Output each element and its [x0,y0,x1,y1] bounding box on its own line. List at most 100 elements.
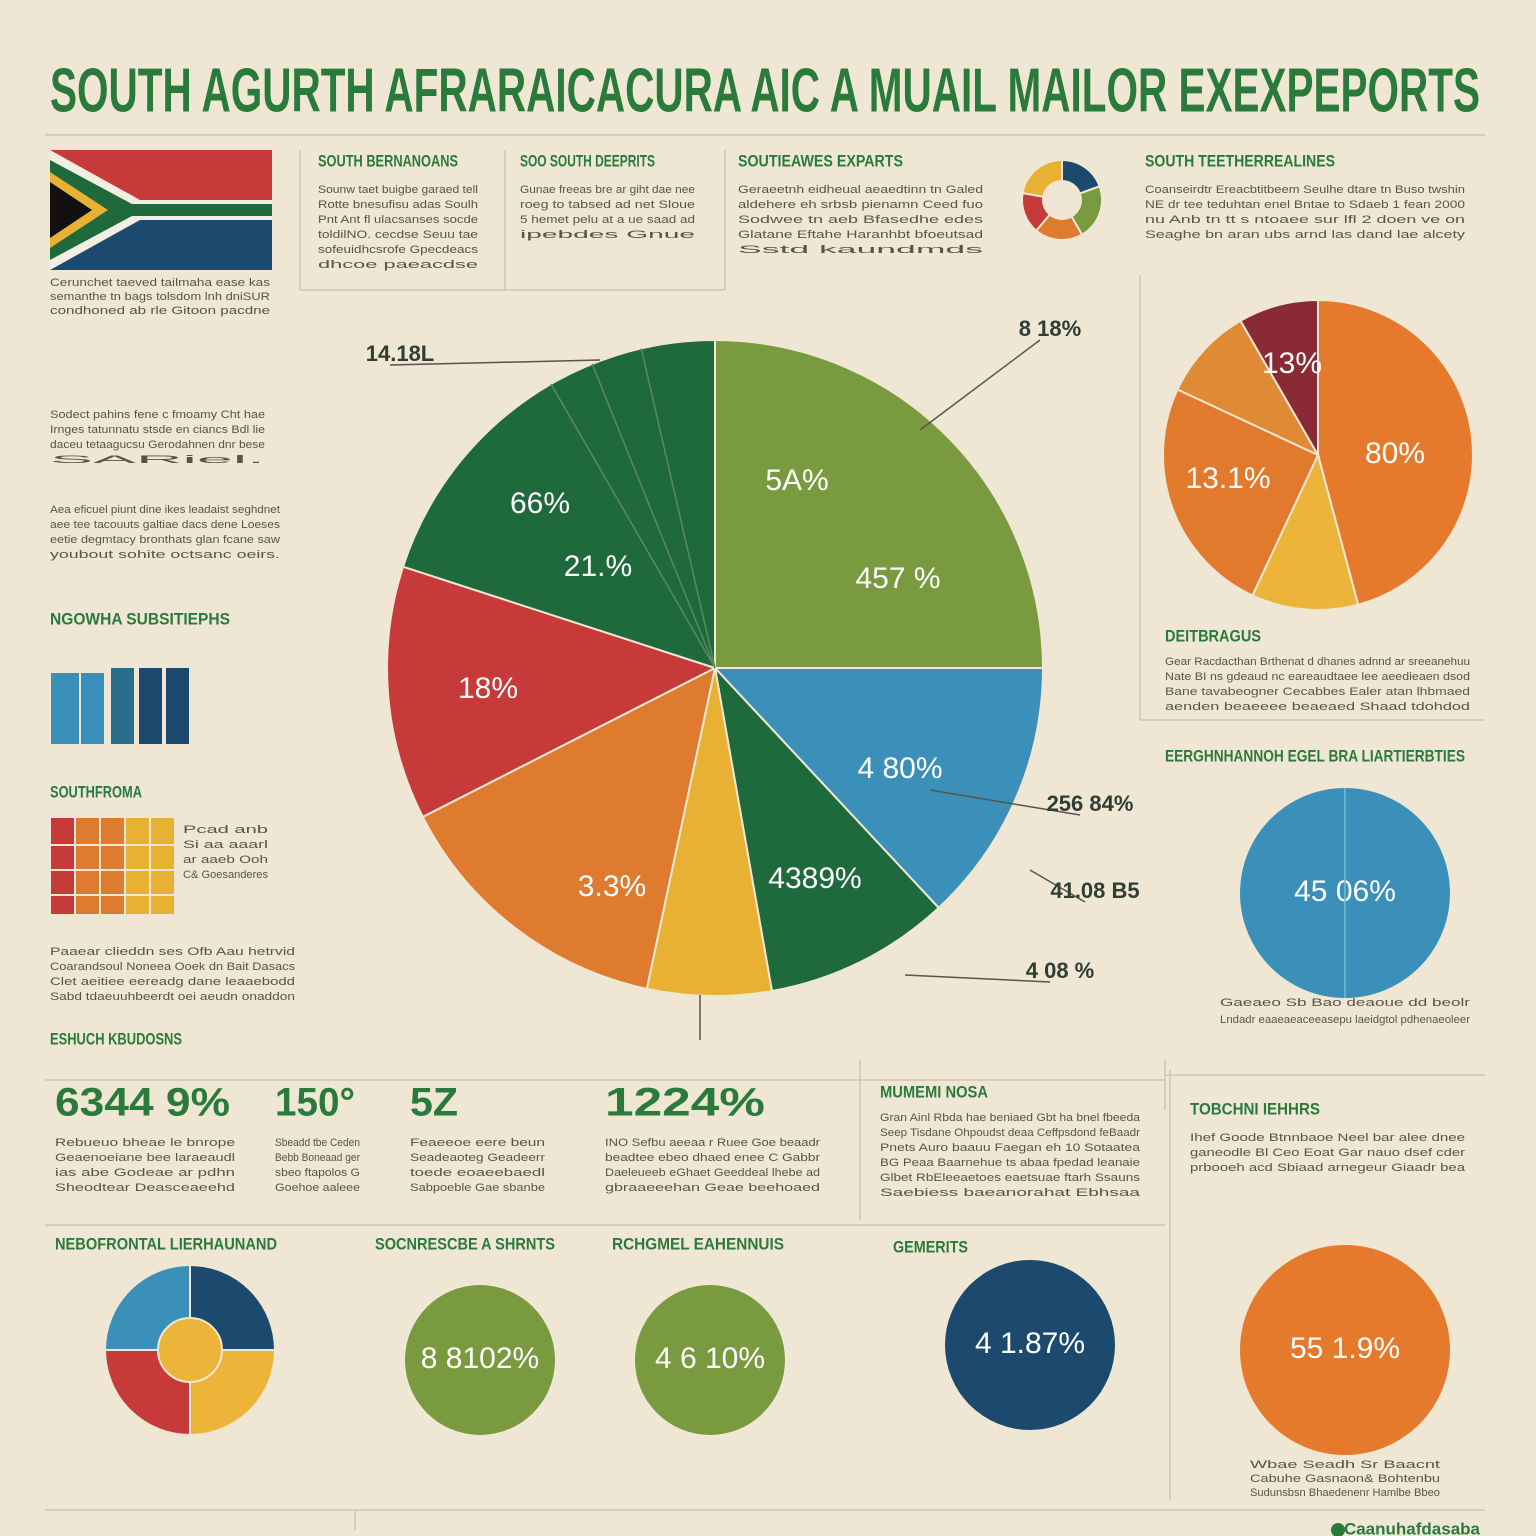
pie-slice [421,666,717,991]
body-text: youbout sohite octsanc oeirs. [50,549,280,561]
stat-value: 1224% [605,1081,765,1125]
section-heading: SOCNRESCBE A SHRNTS [375,1234,555,1253]
stat-text: Geaenoeiane bee laraeaudl [55,1152,235,1164]
pie-slice [1251,452,1360,611]
body-text: Seep Tisdane Ohpoudst deaa Ceffpsdond fe… [880,1127,1140,1139]
body-text: Nate BI ns gdeaud nc eareaudtaee lee aee… [1165,671,1470,683]
body-text: dhcoe paeacdse [318,259,478,271]
pie-slice [401,338,716,670]
rule [591,363,716,669]
pie-label: 4389% [768,862,861,895]
stat-text: gbraaeeehan Geae beehoaed [605,1182,820,1194]
body-text: ganeodle Bl Ceo Eoat Gar nauo dsef cder [1190,1147,1465,1159]
section-heading: SOUTH TEETHERREALINES [1145,151,1335,170]
body-text: roeg to tabsed ad net Sloue [520,199,695,211]
body-text: Coarandsoul Noneea Ooek dn Bait Dasacs [50,961,296,973]
body-text: prbooeh acd Sbiaad arnegeur Giaadr bea [1190,1162,1466,1174]
body-text: Cerunchet taeved tailmaha ease kas [50,277,271,289]
body-text: Seaghe bn aran ubs arnd las dand lae alc… [1145,229,1466,241]
section-heading: NEBOFRONTAL LIERHAUNAND [55,1234,277,1253]
mini-bar [109,666,136,746]
body-text: Irnges tatunnatu stsde en ciancs Bdl lie [50,424,265,436]
section-heading: RCHGMEL EAHENNUIS [612,1234,784,1253]
body-text: Coanseirdtr Ereacbtitbeem Seulhe dtare t… [1145,184,1465,196]
body-text: Sabd tdaeuuhbeerdt oei aeudn onaddon [50,991,295,1003]
body-text: Sounw taet buigbe garaed tell [318,184,478,196]
stat-circle [945,1260,1115,1430]
callout: 4 08 % [1026,958,1095,983]
stripe-bar [124,816,151,916]
body-text: Sodect pahins fene c fmoamy Cht hae [50,409,265,421]
rule [640,348,716,669]
stat-text: beadtee ebeo dhaed enee C Gabbr [605,1152,820,1164]
pie-slice [1317,298,1475,606]
section-heading: SOO SOUTH DEEPRITS [520,151,655,170]
section-heading: SOUTHFROMA [50,782,142,801]
callout: 256 84% [1047,791,1134,816]
body-text: condhoned ab rle Gitoon pacdne [50,305,270,317]
body-text: Saebiess baeanorahat Ebhsaa [880,1187,1142,1199]
section-heading: GEMERITS [893,1237,968,1256]
section-heading: MUMEMI NOSA [880,1082,988,1101]
section-heading: DEITBRAGUS [1165,626,1261,645]
pie-slice [1162,388,1320,597]
stripe-bar [149,816,176,916]
pie-slice [1034,198,1084,241]
footer-logo [1331,1523,1345,1536]
body-text: aee tee tacouuts galtiae dacs dene Loese… [50,519,281,531]
body-text: Sudunsbsn Bhaedenenr Hamlbe Bbeo [1250,1487,1440,1499]
body-text: Gunae freeas bre ar giht dae nee [520,184,695,196]
rule [550,383,716,669]
stat-value: 6344 9% [55,1081,230,1125]
stat-text: Sbeadd tbe Ceden [275,1137,360,1149]
stat-text: INO Sefbu aeeaa r Ruee Goe beaadr [605,1137,820,1149]
rule [929,789,1081,816]
section-heading: TOBCHNI IEHHRS [1190,1099,1320,1118]
callout: 41.08 B5 [1050,878,1139,903]
mini-bar [79,671,106,746]
pie-label: 80% [1365,437,1425,470]
stat-text: ias abe Godeae ar pdhn [55,1167,235,1179]
pie-slice [645,667,774,997]
circle-label: 4 6 10% [655,1342,765,1375]
stat-text: sbeo ftapolos G [275,1167,360,1179]
donut-center [157,1317,223,1383]
mini-bar [164,666,191,746]
flag-black [50,182,92,238]
main-title: SOUTH AGURTH AFRARAICACURA AIC A MUAIL M… [50,56,1480,125]
stat-value: 150° [275,1081,355,1125]
callout: 14.18L [366,341,435,366]
body-text: aldehere eh srbsb pienamn Ceed fuo [738,199,983,211]
body-text: Ihef Goode Btnnbaoe Neel bar alee dnee [1190,1132,1465,1144]
body-text: Paaear clieddn ses Ofb Aau hetrvid [50,946,295,958]
body-text: Lndadr eaaeaeaceeasepu laeidgtol pdhenae… [1220,1014,1470,1026]
body-text: toldilNO. cecdse Seuu tae [318,229,478,241]
pie-slice [1239,298,1319,459]
rule [904,974,1051,983]
stat-circle [1240,1245,1450,1455]
body-text: C& Goesanderes [183,869,268,881]
stat-text: Sabpoeble Gae sbanbe [410,1182,545,1194]
section-heading: SOUTIEAWES EXPARTS [738,151,903,170]
pie-label: 66% [510,487,570,520]
body-text: Gear Racdacthan Brthenat d dhanes adnnd … [1165,656,1470,668]
pie-slice [713,664,941,993]
stat-text: Rebueuo bheae le bnrope [55,1137,235,1149]
pie-label: 457 % [855,562,940,595]
mini-bar [137,666,164,746]
stripe-bar [49,816,76,916]
circle-label: 55 1.9% [1290,1332,1400,1365]
body-text: nu Anb tn tt s ntoaee sur lfl 2 doen ve … [1145,214,1465,226]
stat-text: Feaeeoe eere beun [410,1137,545,1149]
body-text: aenden beaeeee beaeaed Shaad tdohdod [1165,701,1470,713]
body-text: Bane tavabeogner Cecabbes Ealer atan lhb… [1165,686,1470,698]
stat-circle [405,1285,555,1435]
flag-green [50,160,272,260]
body-text: ipebdes Gnue [520,229,695,241]
pie-label: 4 80% [857,752,942,785]
pie-label: 3.3% [578,870,646,903]
stat-value: 5Z [410,1081,458,1125]
pie-slice [386,565,718,819]
